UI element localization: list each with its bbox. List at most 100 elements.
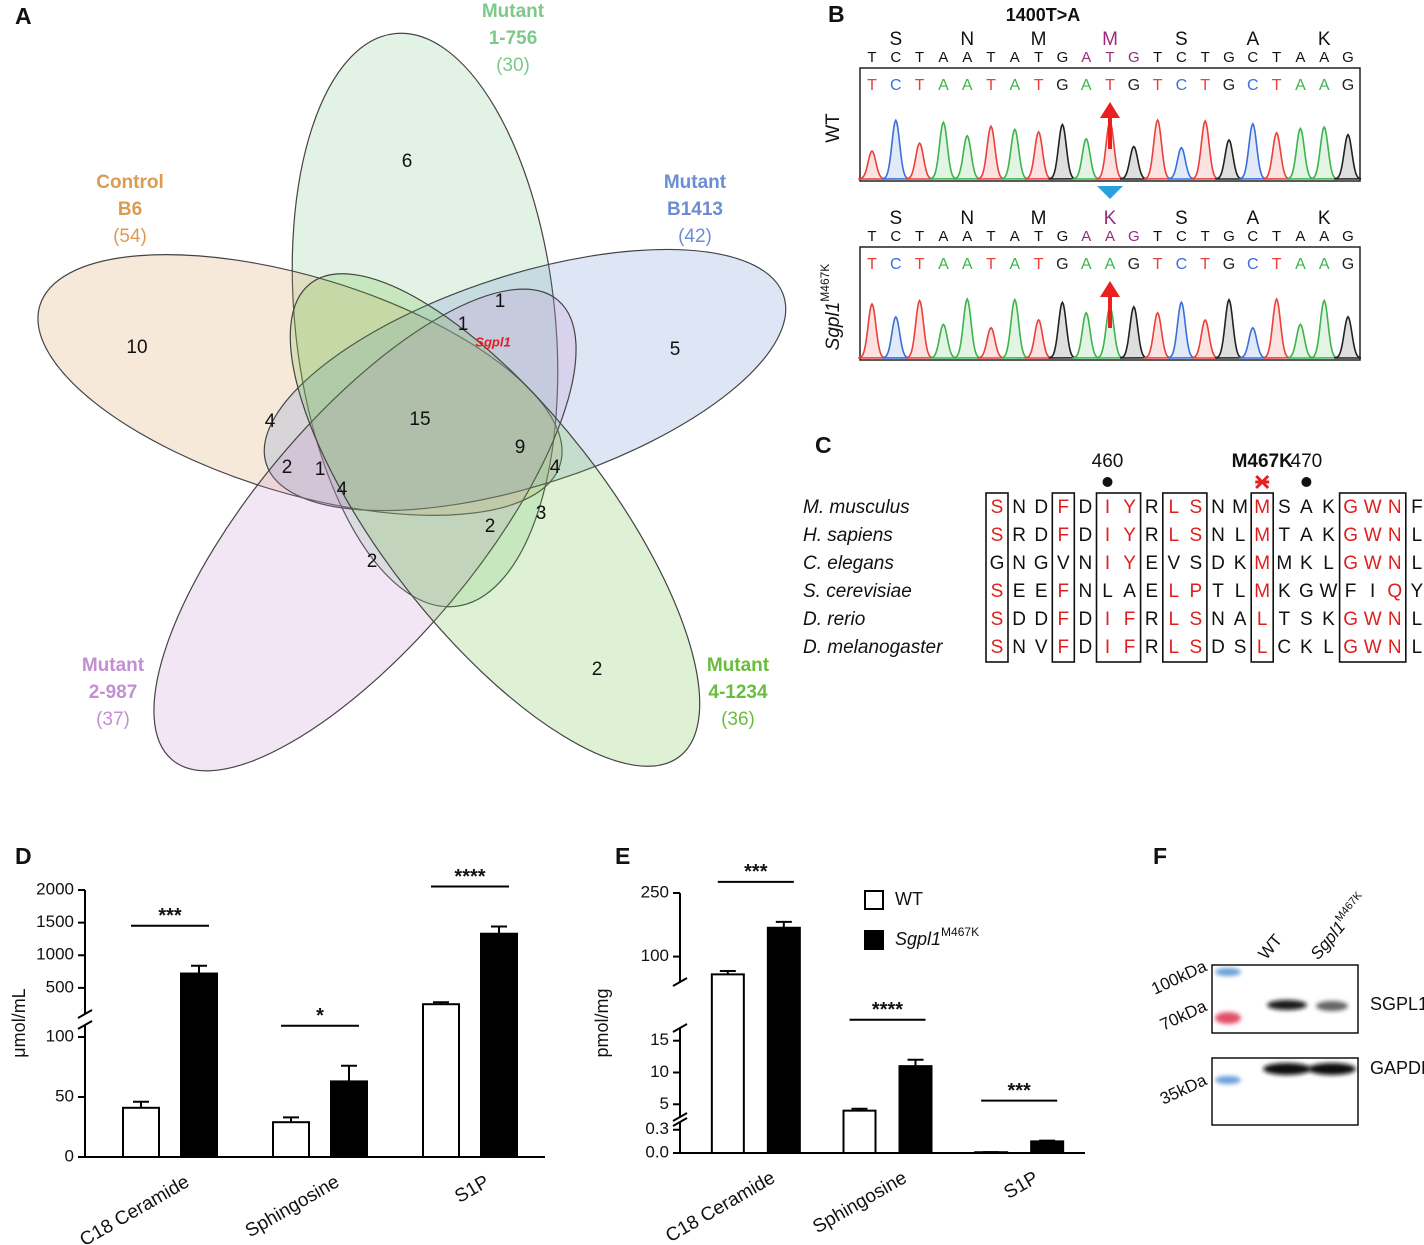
chromatogram-peak bbox=[1310, 125, 1338, 180]
position-dot bbox=[1301, 477, 1312, 487]
residue: D bbox=[1012, 609, 1026, 630]
chromatogram-peak bbox=[1001, 297, 1029, 359]
residue: W bbox=[1364, 525, 1382, 546]
residue: R bbox=[1012, 525, 1026, 546]
base-call: T bbox=[1272, 228, 1281, 245]
error-bar bbox=[433, 1001, 449, 1005]
x-tick-label: S1P bbox=[451, 1171, 493, 1207]
residue: M bbox=[1254, 581, 1270, 602]
conserved-box bbox=[1338, 492, 1407, 663]
residue: S bbox=[991, 497, 1004, 518]
chromatogram-peak bbox=[1286, 126, 1314, 180]
base-call: A bbox=[962, 228, 972, 245]
chromatogram-peak bbox=[1215, 297, 1243, 359]
mutation-title: 1400T>A bbox=[1006, 5, 1081, 25]
base-call: G bbox=[1128, 77, 1140, 94]
error-bar bbox=[133, 1100, 149, 1108]
blot-band bbox=[1308, 1063, 1356, 1075]
residue: N bbox=[1211, 525, 1225, 546]
amino-acid: K bbox=[1318, 208, 1331, 229]
bar bbox=[122, 1106, 160, 1159]
residue: D bbox=[1079, 525, 1093, 546]
region-count: 2 bbox=[282, 457, 293, 478]
residue: G bbox=[1343, 609, 1358, 630]
set-name: Mutant bbox=[82, 655, 145, 676]
base-call: A bbox=[1319, 49, 1329, 66]
residue: W bbox=[1364, 609, 1382, 630]
residue: I bbox=[1105, 609, 1110, 630]
blot-band bbox=[1263, 1063, 1311, 1075]
base-call: A bbox=[1010, 49, 1020, 66]
chromatogram-peak bbox=[1334, 315, 1362, 359]
region-count: 10 bbox=[126, 337, 147, 358]
size-marker: 100kDa bbox=[1148, 956, 1210, 998]
chromatogram-peak bbox=[929, 323, 957, 359]
region-count: 1 bbox=[458, 314, 469, 335]
base-call: A bbox=[1319, 228, 1329, 245]
residue: L bbox=[1169, 525, 1180, 546]
residue: N bbox=[1211, 609, 1225, 630]
residue: S bbox=[1190, 497, 1203, 518]
amino-acid: S bbox=[889, 208, 902, 229]
base-call: A bbox=[1081, 228, 1091, 245]
base-call: T bbox=[1105, 49, 1114, 66]
residue: I bbox=[1105, 497, 1110, 518]
set-count: (54) bbox=[113, 226, 147, 247]
base-call: G bbox=[1223, 77, 1235, 94]
region-count: 2 bbox=[485, 516, 496, 537]
region-count: 2 bbox=[367, 551, 378, 572]
base-call: A bbox=[1295, 49, 1305, 66]
y-axis-label: pmol/mg bbox=[592, 988, 612, 1057]
residue: D bbox=[1079, 637, 1093, 658]
chromatogram-peak bbox=[1310, 298, 1338, 359]
residue: W bbox=[1364, 553, 1382, 574]
residue: L bbox=[1412, 637, 1423, 658]
residue: N bbox=[1388, 525, 1402, 546]
set-name: 2-987 bbox=[89, 682, 138, 703]
residue: F bbox=[1057, 581, 1069, 602]
residue: S bbox=[991, 525, 1004, 546]
y-tick-label: 0 bbox=[65, 1146, 74, 1165]
amino-acid: S bbox=[889, 29, 902, 50]
conserved-box bbox=[1162, 492, 1208, 663]
chromatogram-peak bbox=[1072, 137, 1100, 180]
residue: Y bbox=[1123, 497, 1136, 518]
base-call: T bbox=[915, 77, 925, 94]
residue: S bbox=[1190, 637, 1203, 658]
base-call: T bbox=[1153, 256, 1163, 273]
base-call: A bbox=[938, 256, 949, 273]
residue: F bbox=[1411, 497, 1423, 518]
base-call: A bbox=[1081, 49, 1091, 66]
base-call: A bbox=[1009, 77, 1020, 94]
region-count: 3 bbox=[536, 503, 547, 524]
legend-swatch bbox=[864, 890, 884, 910]
residue: L bbox=[1323, 553, 1334, 574]
position-label: M467K bbox=[1232, 451, 1294, 472]
residue: G bbox=[1343, 525, 1358, 546]
residue: K bbox=[1300, 553, 1313, 574]
set-name: Control bbox=[96, 172, 164, 193]
base-call: A bbox=[1010, 228, 1020, 245]
residue: G bbox=[1299, 581, 1314, 602]
residue: Y bbox=[1123, 525, 1136, 546]
residue: K bbox=[1278, 581, 1291, 602]
lane-superscript: M467K bbox=[1333, 889, 1365, 924]
residue: N bbox=[1012, 497, 1026, 518]
track-label: WT bbox=[823, 113, 844, 143]
base-call: T bbox=[986, 77, 996, 94]
blot-band bbox=[1215, 1012, 1241, 1024]
base-call: A bbox=[1319, 256, 1330, 273]
residue: D bbox=[1079, 497, 1093, 518]
residue: L bbox=[1235, 525, 1246, 546]
chromatogram-peak bbox=[1143, 311, 1171, 359]
base-call: T bbox=[1272, 49, 1281, 66]
chromatogram-peak bbox=[1262, 131, 1290, 180]
chromatogram-peak bbox=[1239, 326, 1266, 359]
residue: D bbox=[1079, 609, 1093, 630]
set-ellipse bbox=[263, 248, 787, 512]
chromatogram-peak bbox=[1143, 118, 1171, 180]
amino-acid: N bbox=[960, 208, 974, 229]
panel-label: D bbox=[15, 843, 32, 869]
residue: N bbox=[1079, 553, 1093, 574]
base-call: T bbox=[1034, 256, 1044, 273]
